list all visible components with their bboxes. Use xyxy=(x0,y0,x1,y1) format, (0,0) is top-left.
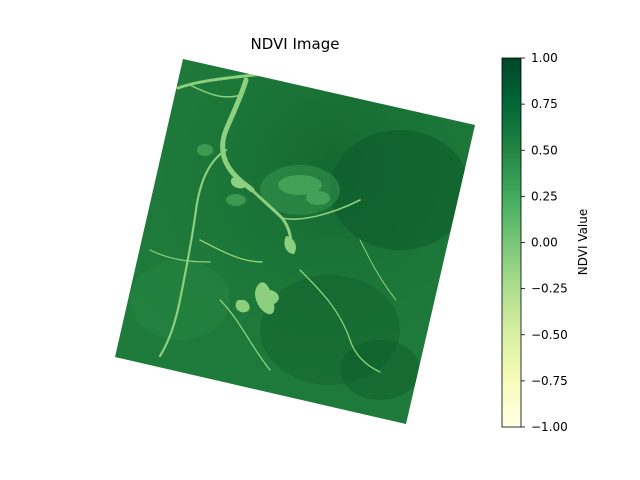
ndvi-scene-texture xyxy=(115,59,475,424)
colorbar-tick-label: 0.00 xyxy=(531,236,558,250)
colorbar-tick-label: −1.00 xyxy=(531,420,568,434)
colorbar-tick-label: −0.50 xyxy=(531,328,568,342)
colorbar-tick-label: 1.00 xyxy=(531,51,558,65)
colorbar-tick-label: 0.25 xyxy=(531,189,558,203)
colorbar-tick-label: −0.25 xyxy=(531,282,568,296)
chart-title: NDVI Image xyxy=(251,35,340,53)
colorbar-tick-label: 0.50 xyxy=(531,143,558,157)
colorbar-tick-label: 0.75 xyxy=(531,97,558,111)
colorbar-ticks: 1.00 0.75 0.50 0.25 0.00 −0.25 −0.50 −0.75 −1.00 xyxy=(521,51,568,434)
colorbar-tick-label: −0.75 xyxy=(531,374,568,388)
colorbar-label: NDVI Value xyxy=(576,209,590,276)
colorbar: 1.00 0.75 0.50 0.25 0.00 −0.25 −0.50 −0.75 −1.00… xyxy=(501,51,590,434)
ndvi-image xyxy=(115,59,475,424)
colorbar-bar xyxy=(501,57,522,428)
